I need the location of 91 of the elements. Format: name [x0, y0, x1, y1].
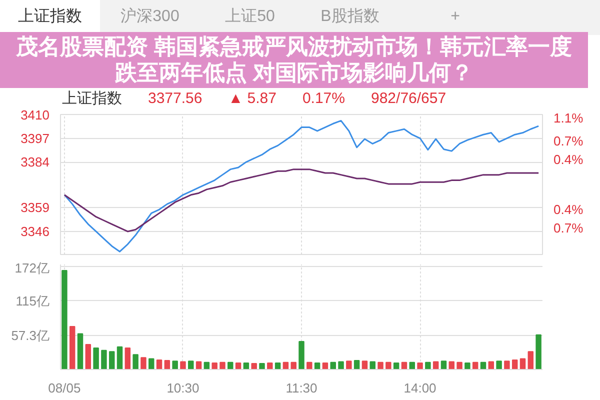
text: 上证50: [200, 0, 300, 35]
bar: [196, 361, 202, 370]
line-series: [64, 168, 540, 232]
bar: [440, 360, 447, 370]
bar: [204, 362, 210, 370]
y-tick-label: 57.3亿: [11, 328, 50, 343]
bar: [172, 360, 178, 370]
y2-tick-label: 0.4%: [554, 152, 584, 168]
bar: [220, 362, 226, 370]
bar: [228, 362, 234, 370]
bar: [528, 351, 534, 370]
y2-tick-label: 1.1%: [554, 110, 584, 126]
bar: [290, 362, 296, 370]
chart-title: 茂名股票配资 韩国紧急戒严风波扰动市场！韩元汇率一度跌至两年低点 对国际市场影响几何？: [0, 32, 588, 88]
bar: [306, 362, 312, 370]
text: 沪深300: [100, 0, 200, 35]
bar: [464, 362, 470, 370]
bar: [251, 363, 257, 370]
bar: [417, 362, 423, 370]
bar: [362, 360, 368, 370]
text: B股指数: [300, 0, 400, 35]
y-tick-label: 3410: [20, 108, 50, 122]
text: 上证指数: [62, 90, 122, 107]
bar: [101, 350, 107, 370]
y2-tick-label: 0.7%: [554, 134, 584, 149]
bar: [62, 270, 68, 370]
y-tick-label: 3359: [20, 200, 50, 216]
bar: [370, 361, 376, 370]
bar: [496, 360, 502, 370]
bar: [456, 362, 462, 370]
bar: [488, 361, 494, 370]
bar: [346, 360, 352, 370]
bar: [267, 362, 273, 370]
bar: [298, 340, 304, 370]
y-tick-label: 3384: [20, 154, 50, 170]
x-tick-label: 11:30: [286, 380, 318, 396]
text: 上证指数: [0, 0, 100, 35]
bar: [480, 362, 486, 370]
bar: [425, 362, 431, 370]
bar: [330, 362, 336, 370]
bar: [69, 326, 76, 370]
bar: [409, 362, 415, 370]
bar: [140, 357, 146, 370]
bar: [93, 348, 99, 370]
bar: [536, 334, 542, 370]
bar: [378, 362, 384, 370]
bar: [472, 362, 478, 370]
x-tick-label: 14:00: [404, 380, 436, 396]
y-tick-label: 3397: [20, 130, 50, 146]
bar: [188, 360, 194, 370]
bar: [274, 362, 281, 370]
bar: [354, 360, 360, 370]
bar: [212, 362, 218, 370]
text: ▲ 5.87: [228, 90, 276, 107]
bar: [448, 361, 454, 370]
bar: [393, 362, 400, 370]
bar: [386, 362, 392, 370]
bar: [338, 361, 344, 370]
bar: [148, 358, 154, 370]
x-tick-label: 08/05: [48, 380, 81, 396]
bar: [259, 363, 265, 370]
bar: [235, 362, 242, 370]
y-tick-label: 115亿: [16, 293, 50, 308]
line-series: [64, 120, 540, 252]
bar: [116, 346, 123, 370]
y2-tick-label: 0.4%: [554, 202, 584, 217]
text: +: [400, 0, 460, 35]
text: 3377.56: [148, 90, 202, 107]
text: 982/76/657: [371, 90, 446, 107]
bar: [85, 344, 92, 370]
bar: [164, 360, 170, 370]
bar: [282, 362, 289, 370]
bar: [124, 348, 131, 370]
bar: [132, 354, 138, 370]
bar: [156, 359, 162, 370]
text: 0.17%: [302, 90, 345, 107]
bar: [322, 362, 328, 370]
bar: [504, 360, 510, 370]
y-tick-label: 172亿: [14, 260, 50, 276]
bar: [512, 359, 518, 370]
y2-tick-label: 0.7%: [554, 220, 584, 236]
y-tick-label: 3346: [20, 224, 50, 239]
bar: [180, 361, 186, 370]
bar: [401, 362, 408, 370]
bar: [77, 333, 84, 370]
bar: [243, 362, 250, 370]
bar: [520, 358, 526, 370]
bar: [314, 362, 320, 370]
x-tick-label: 10:30: [166, 380, 200, 396]
bar: [432, 361, 439, 370]
bar: [108, 351, 115, 370]
